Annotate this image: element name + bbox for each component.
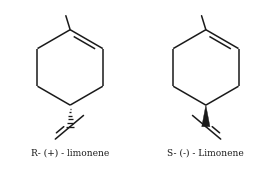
Polygon shape	[202, 105, 210, 127]
Text: R- (+) - limonene: R- (+) - limonene	[31, 148, 109, 157]
Text: S- (-) - Limonene: S- (-) - Limonene	[168, 148, 244, 157]
